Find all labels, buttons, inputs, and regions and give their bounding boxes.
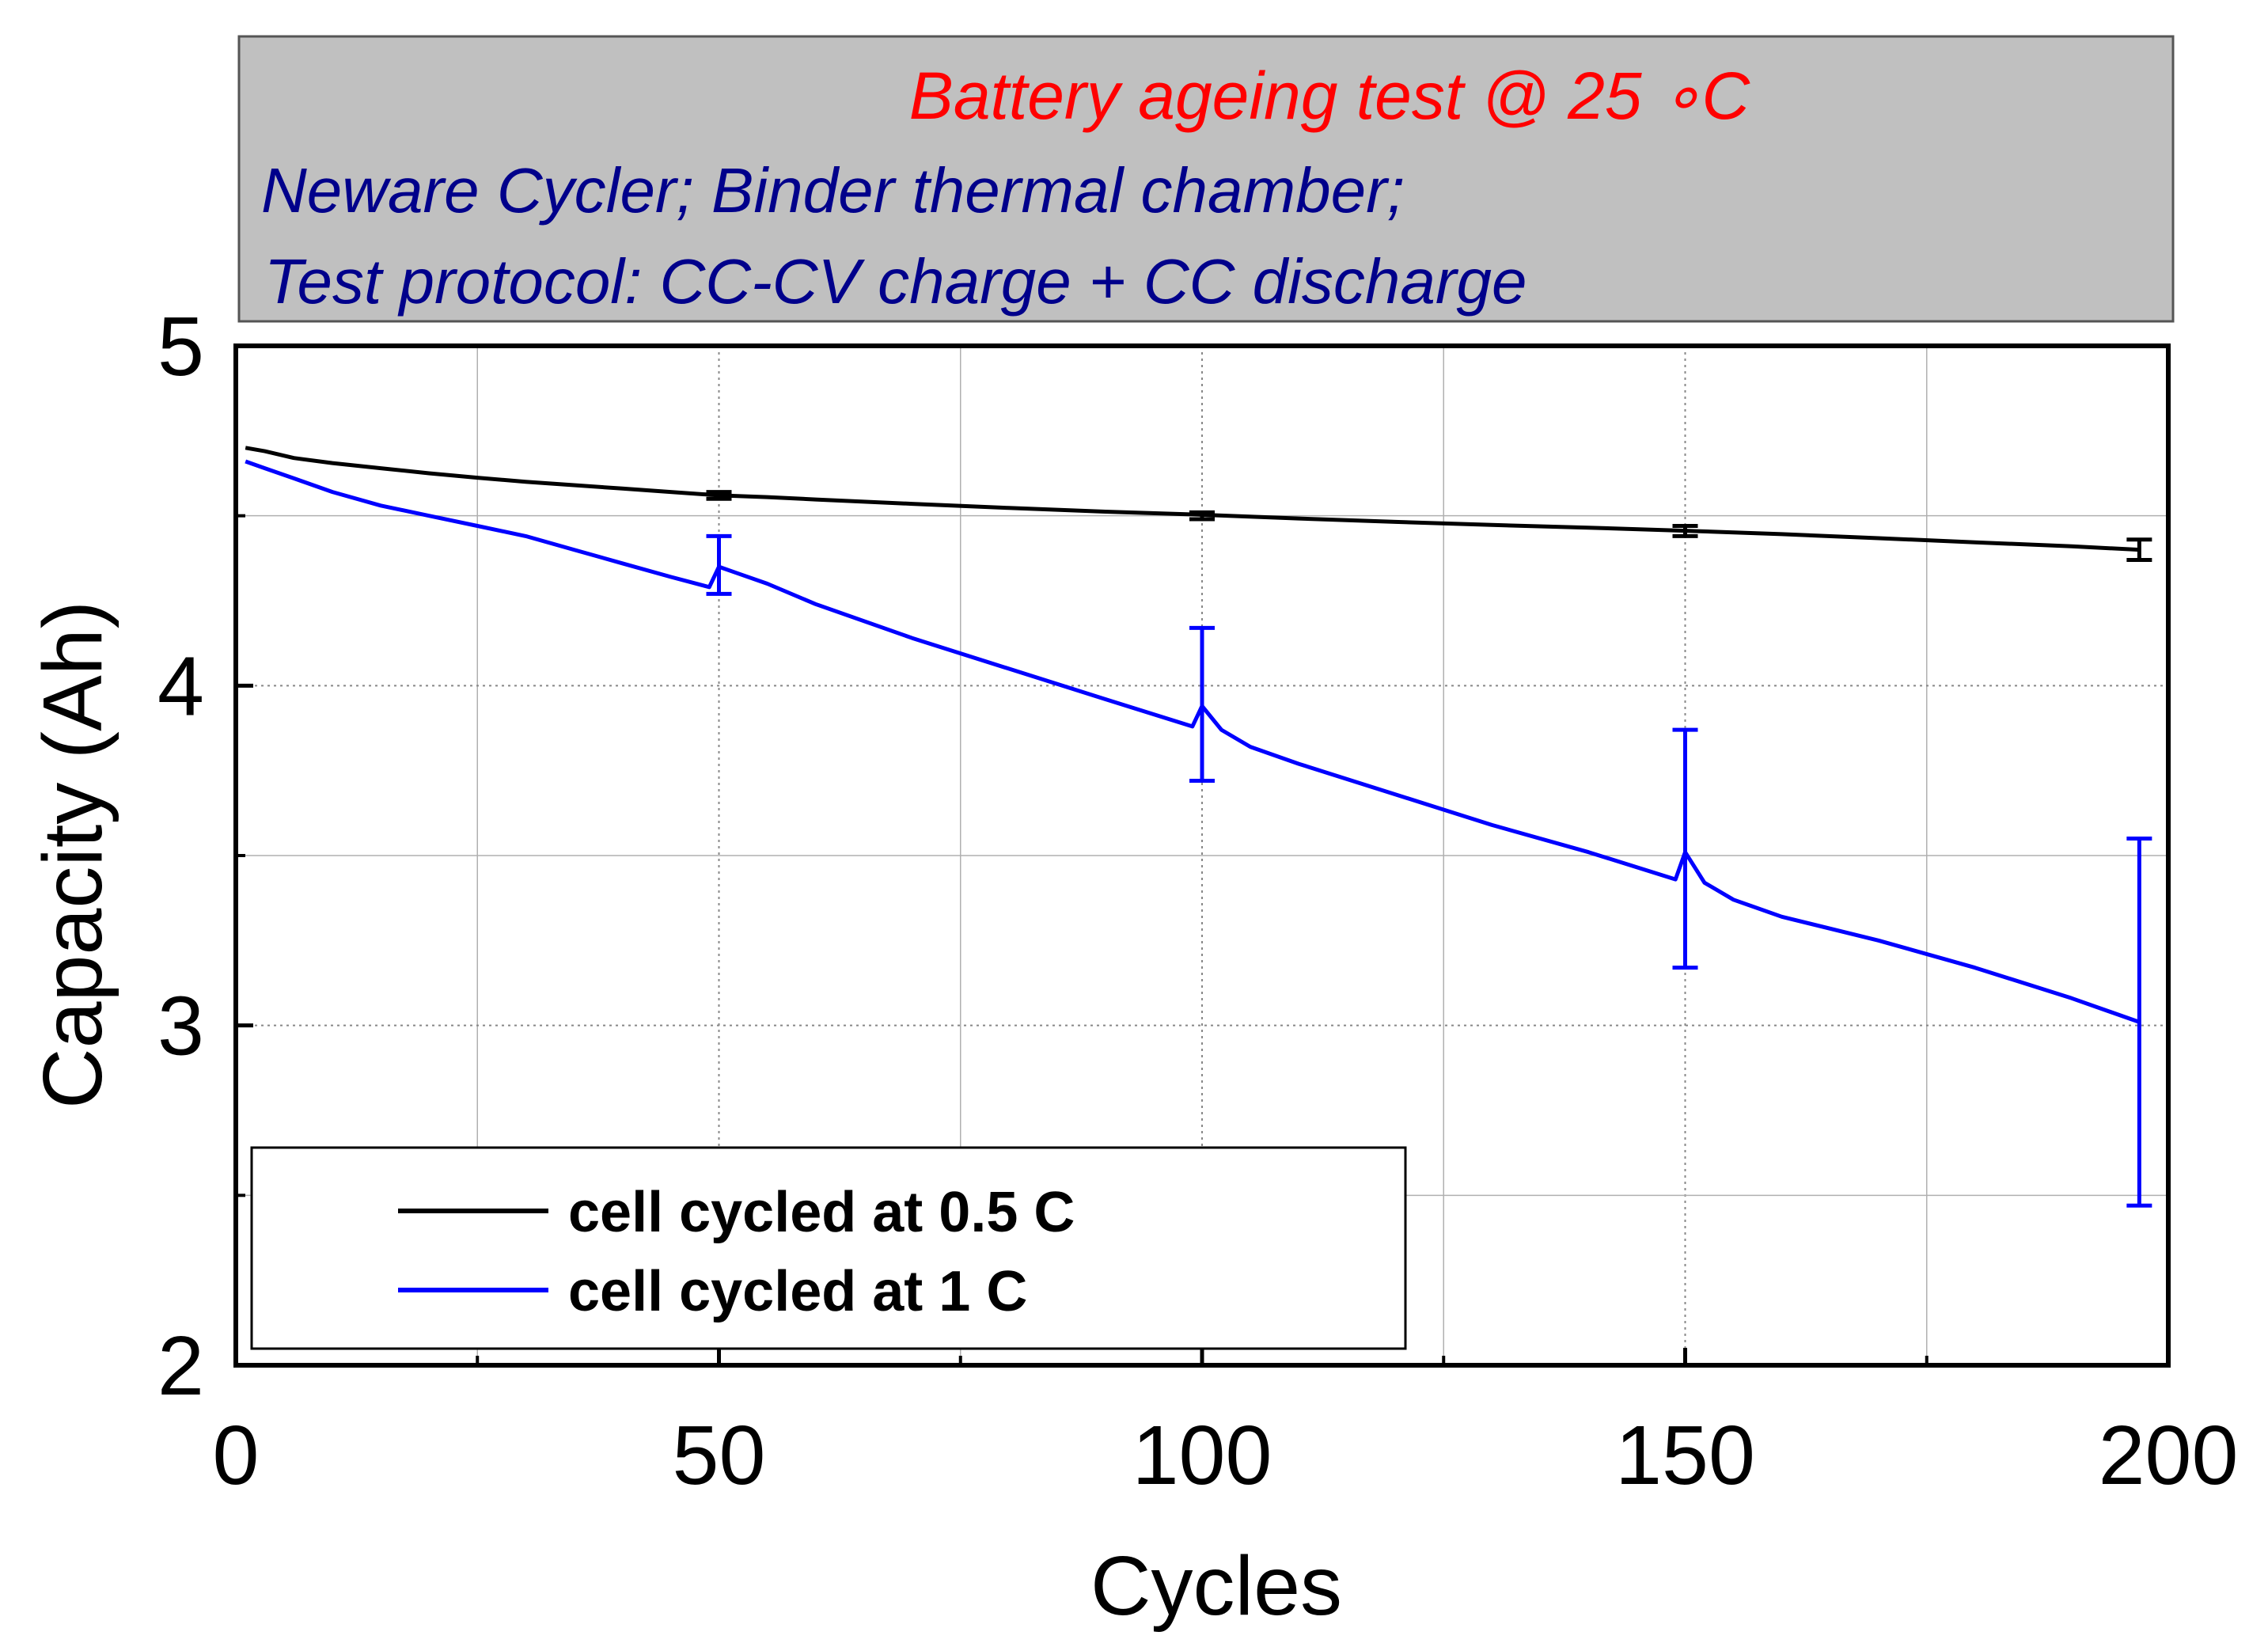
x-tick-label: 0 — [213, 1409, 260, 1502]
x-tick-label: 150 — [1615, 1409, 1755, 1502]
y-tick-label: 4 — [157, 639, 204, 733]
chart-header: Battery ageing test @ 25 ∘C Neware Cycle… — [237, 35, 2175, 323]
x-axis-label: Cycles — [1090, 1539, 1342, 1633]
legend-label-0: cell cycled at 0.5 C — [568, 1181, 1075, 1244]
series-line-0 — [245, 446, 2140, 552]
header-info-line-2: Test protocol: CC-CV charge + CC dischar… — [264, 246, 1527, 317]
series-group-0 — [245, 446, 2152, 562]
x-tick-label: 100 — [1132, 1409, 1272, 1502]
y-tick-label: 3 — [157, 980, 204, 1073]
series-line-1 — [245, 459, 2141, 1024]
chart-title: Battery ageing test @ 25 ∘C — [909, 59, 1751, 133]
y-tick-label: 2 — [157, 1319, 204, 1413]
series-group-1 — [245, 459, 2152, 1208]
legend-box — [250, 1146, 1407, 1350]
series-layer — [245, 446, 2152, 1208]
header-info-line-1: Neware Cycler; Binder thermal chamber; — [261, 155, 1405, 226]
legend-label-1: cell cycled at 1 C — [568, 1260, 1027, 1323]
tick-labels: 0 50 100 150 200 2 3 4 5 — [157, 300, 2238, 1502]
axis-ticks — [233, 343, 2171, 1368]
header-box — [237, 35, 2175, 323]
y-axis-label: Capacity (Ah) — [26, 601, 119, 1109]
x-tick-label: 50 — [673, 1409, 766, 1502]
x-tick-label: 200 — [2099, 1409, 2239, 1502]
y-tick-label: 5 — [157, 300, 204, 393]
legend: cell cycled at 0.5 C cell cycled at 1 C — [250, 1146, 1407, 1350]
